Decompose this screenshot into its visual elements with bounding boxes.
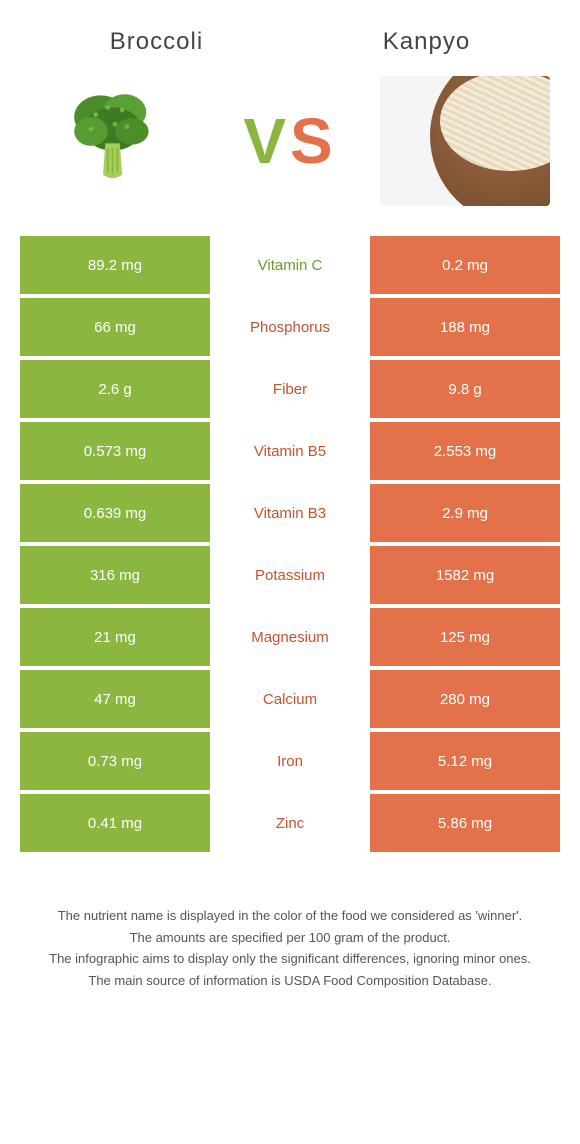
broccoli-image	[30, 76, 200, 206]
footer-line-3: The infographic aims to display only the…	[20, 949, 560, 969]
footer-line-2: The amounts are specified per 100 gram o…	[20, 928, 560, 948]
nutrient-row: 316 mgPotassium1582 mg	[20, 546, 560, 604]
vs-v: V	[243, 105, 290, 177]
left-value-cell: 2.6 g	[20, 360, 210, 418]
nutrient-row: 0.73 mgIron5.12 mg	[20, 732, 560, 790]
footer-line-1: The nutrient name is displayed in the co…	[20, 906, 560, 926]
right-value-cell: 5.12 mg	[370, 732, 560, 790]
nutrient-row: 47 mgCalcium280 mg	[20, 670, 560, 728]
left-value-cell: 0.73 mg	[20, 732, 210, 790]
hero-row: VS	[0, 66, 580, 236]
right-value-cell: 2.9 mg	[370, 484, 560, 542]
nutrient-row: 2.6 gFiber9.8 g	[20, 360, 560, 418]
right-value-cell: 5.86 mg	[370, 794, 560, 852]
nutrient-label-cell: Magnesium	[210, 608, 370, 666]
kanpyo-icon	[380, 76, 550, 206]
page-container: Broccoli Kanpyo VS	[0, 0, 580, 1022]
nutrient-label-cell: Vitamin B5	[210, 422, 370, 480]
left-value-cell: 0.573 mg	[20, 422, 210, 480]
left-value-cell: 21 mg	[20, 608, 210, 666]
left-value-cell: 0.639 mg	[20, 484, 210, 542]
right-food-title: Kanpyo	[383, 28, 470, 56]
nutrient-row: 0.573 mgVitamin B52.553 mg	[20, 422, 560, 480]
vs-s: S	[290, 105, 337, 177]
right-value-cell: 280 mg	[370, 670, 560, 728]
nutrient-label-cell: Potassium	[210, 546, 370, 604]
nutrient-label-cell: Iron	[210, 732, 370, 790]
right-value-cell: 9.8 g	[370, 360, 560, 418]
nutrient-row: 66 mgPhosphorus188 mg	[20, 298, 560, 356]
nutrient-label-cell: Vitamin C	[210, 236, 370, 294]
left-value-cell: 47 mg	[20, 670, 210, 728]
nutrient-label-cell: Calcium	[210, 670, 370, 728]
nutrient-label-cell: Fiber	[210, 360, 370, 418]
vs-label: VS	[243, 104, 336, 178]
right-value-cell: 188 mg	[370, 298, 560, 356]
footer-notes: The nutrient name is displayed in the co…	[0, 866, 580, 1022]
nutrient-row: 0.639 mgVitamin B32.9 mg	[20, 484, 560, 542]
nutrient-table: 89.2 mgVitamin C0.2 mg66 mgPhosphorus188…	[0, 236, 580, 866]
footer-line-4: The main source of information is USDA F…	[20, 971, 560, 991]
left-food-title: Broccoli	[110, 28, 203, 56]
left-value-cell: 0.41 mg	[20, 794, 210, 852]
right-value-cell: 0.2 mg	[370, 236, 560, 294]
left-value-cell: 89.2 mg	[20, 236, 210, 294]
nutrient-label-cell: Phosphorus	[210, 298, 370, 356]
nutrient-row: 89.2 mgVitamin C0.2 mg	[20, 236, 560, 294]
left-value-cell: 316 mg	[20, 546, 210, 604]
broccoli-icon	[55, 81, 175, 201]
right-value-cell: 125 mg	[370, 608, 560, 666]
nutrient-label-cell: Zinc	[210, 794, 370, 852]
right-value-cell: 1582 mg	[370, 546, 560, 604]
nutrient-row: 21 mgMagnesium125 mg	[20, 608, 560, 666]
right-value-cell: 2.553 mg	[370, 422, 560, 480]
header: Broccoli Kanpyo	[0, 0, 580, 66]
kanpyo-image	[380, 76, 550, 206]
nutrient-label-cell: Vitamin B3	[210, 484, 370, 542]
left-value-cell: 66 mg	[20, 298, 210, 356]
nutrient-row: 0.41 mgZinc5.86 mg	[20, 794, 560, 852]
